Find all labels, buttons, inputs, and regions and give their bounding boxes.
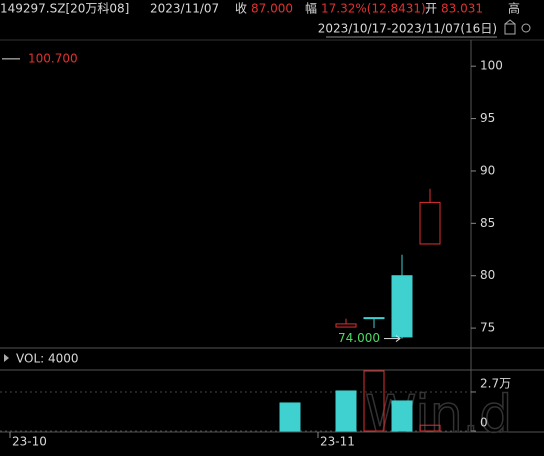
y-tick-label: 95	[480, 111, 495, 125]
y-tick-label: 2.7万	[480, 376, 511, 390]
date: 2023/11/07	[150, 2, 219, 16]
open-label: 开	[425, 2, 437, 16]
candle-body	[335, 323, 357, 328]
candle-body	[363, 317, 385, 320]
close-value: 87.000	[251, 2, 293, 16]
volume-bar	[419, 424, 441, 432]
volume-title: VOL: 4000	[16, 352, 79, 366]
volume-bar	[279, 402, 301, 432]
min-label: 74.000	[338, 331, 380, 345]
y-tick-label: 80	[480, 268, 495, 282]
x-tick-label: 23-10	[12, 435, 47, 449]
security-code: 149297.SZ[20万科08]	[0, 2, 129, 16]
y-tick-label: 85	[480, 216, 495, 230]
high-label: 高	[508, 1, 520, 16]
date-range[interactable]: 2023/10/17-2023/11/07(16日)	[318, 22, 497, 36]
settings-icon[interactable]	[521, 23, 531, 33]
watermark: Win.d	[365, 385, 512, 445]
volume-bar	[363, 370, 385, 432]
panel-toggle-icon[interactable]	[4, 354, 9, 362]
min-arrow	[395, 335, 401, 342]
change-label: 幅	[305, 1, 317, 16]
close-label: 收	[235, 2, 247, 16]
change-value: 17.32%(12.8431)	[321, 2, 426, 16]
volume-bar	[391, 400, 413, 432]
max-label: 100.700	[28, 51, 78, 65]
y-tick-label: 90	[480, 163, 495, 177]
candle-body	[391, 275, 413, 338]
volume-bar	[335, 390, 357, 432]
y-tick-label: 75	[480, 321, 495, 335]
lock-icon[interactable]	[504, 19, 516, 35]
y-tick-label: 100	[480, 59, 503, 73]
x-tick-label: 23-11	[320, 435, 355, 449]
open-value: 83.031	[441, 2, 483, 16]
y-tick-label: 0	[480, 416, 488, 430]
candle-body	[419, 201, 441, 245]
